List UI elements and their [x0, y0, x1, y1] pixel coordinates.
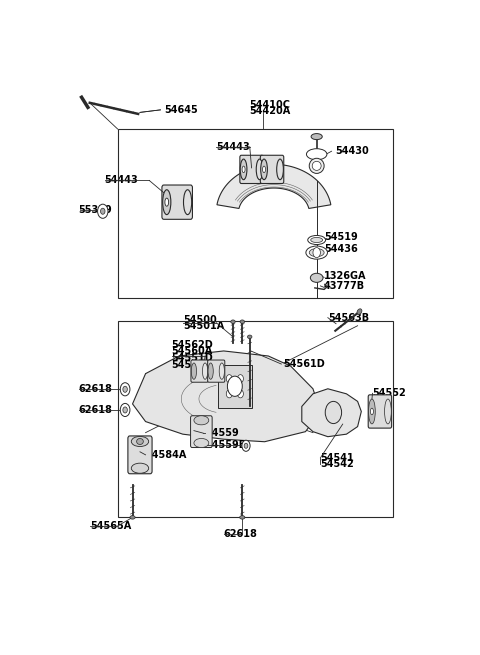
Ellipse shape [132, 463, 149, 474]
Ellipse shape [240, 320, 244, 324]
Circle shape [120, 383, 130, 396]
Ellipse shape [309, 159, 324, 174]
Circle shape [97, 204, 108, 218]
Ellipse shape [192, 363, 196, 379]
Ellipse shape [306, 149, 327, 160]
Ellipse shape [208, 363, 213, 379]
Text: 54584A: 54584A [145, 450, 187, 460]
Text: 54520A: 54520A [172, 360, 213, 369]
Text: 62618: 62618 [224, 529, 258, 539]
Text: 54645: 54645 [164, 105, 198, 115]
Text: 54542: 54542 [321, 459, 354, 470]
Text: 54501A: 54501A [183, 321, 224, 331]
Circle shape [238, 375, 243, 383]
Text: 54561D: 54561D [283, 359, 325, 369]
Ellipse shape [240, 159, 247, 179]
Ellipse shape [384, 399, 391, 424]
Ellipse shape [261, 159, 267, 179]
FancyBboxPatch shape [162, 185, 192, 219]
Text: 54430: 54430 [335, 146, 369, 157]
Text: 1326GA: 1326GA [324, 271, 367, 281]
Circle shape [244, 443, 248, 448]
Ellipse shape [132, 436, 149, 447]
Ellipse shape [306, 246, 327, 259]
Ellipse shape [371, 408, 373, 415]
Polygon shape [302, 389, 361, 437]
Text: 54559B: 54559B [205, 440, 246, 450]
Text: 54519: 54519 [324, 232, 358, 242]
Ellipse shape [163, 190, 171, 215]
FancyBboxPatch shape [260, 155, 284, 183]
Ellipse shape [203, 363, 208, 379]
Circle shape [100, 208, 105, 214]
Text: 62618: 62618 [79, 384, 112, 394]
Text: 54420A: 54420A [250, 106, 291, 117]
Circle shape [238, 390, 243, 398]
FancyBboxPatch shape [128, 436, 152, 474]
Circle shape [242, 440, 250, 451]
Text: 54559: 54559 [205, 428, 239, 438]
Ellipse shape [256, 159, 263, 179]
Circle shape [123, 386, 127, 392]
Ellipse shape [137, 438, 144, 445]
FancyBboxPatch shape [240, 155, 264, 183]
Ellipse shape [369, 399, 375, 424]
Ellipse shape [165, 198, 168, 206]
Ellipse shape [240, 515, 245, 519]
FancyBboxPatch shape [191, 360, 208, 383]
Ellipse shape [183, 190, 192, 215]
Ellipse shape [194, 438, 209, 447]
Ellipse shape [311, 238, 323, 242]
Text: 54541: 54541 [321, 453, 354, 463]
Text: 54562D: 54562D [172, 340, 213, 350]
Ellipse shape [130, 515, 135, 519]
Ellipse shape [309, 248, 324, 257]
Text: 54443: 54443 [105, 176, 138, 185]
Ellipse shape [276, 159, 283, 179]
Ellipse shape [231, 320, 235, 324]
Text: 54436: 54436 [324, 244, 358, 253]
FancyBboxPatch shape [191, 416, 212, 447]
Ellipse shape [311, 273, 323, 282]
Ellipse shape [242, 166, 245, 173]
Text: 54565A: 54565A [90, 521, 131, 531]
Circle shape [226, 390, 232, 398]
Ellipse shape [194, 416, 209, 425]
Circle shape [325, 402, 342, 424]
Ellipse shape [263, 166, 265, 173]
Text: 43777B: 43777B [324, 281, 365, 291]
Ellipse shape [248, 335, 252, 339]
Ellipse shape [311, 134, 322, 140]
Bar [118, 129, 393, 298]
Text: 54443: 54443 [216, 141, 250, 152]
FancyBboxPatch shape [368, 395, 392, 428]
Text: 54552: 54552 [372, 388, 406, 398]
Circle shape [120, 403, 130, 417]
Polygon shape [132, 351, 321, 441]
Polygon shape [217, 164, 331, 208]
FancyBboxPatch shape [208, 360, 225, 383]
Text: 55359: 55359 [79, 205, 112, 215]
Circle shape [228, 376, 242, 396]
Circle shape [313, 248, 321, 257]
Ellipse shape [357, 309, 362, 314]
Ellipse shape [219, 363, 225, 379]
Text: 62618: 62618 [79, 405, 112, 415]
Bar [118, 321, 393, 517]
Text: 54560A: 54560A [172, 346, 213, 356]
Ellipse shape [312, 161, 321, 170]
Text: 54500: 54500 [183, 314, 216, 325]
Bar [218, 365, 252, 407]
Circle shape [123, 407, 127, 413]
Text: 54410C: 54410C [250, 100, 291, 110]
Circle shape [226, 375, 232, 383]
Text: 54551D: 54551D [172, 353, 213, 363]
Text: 54563B: 54563B [328, 312, 369, 323]
Ellipse shape [308, 235, 325, 244]
